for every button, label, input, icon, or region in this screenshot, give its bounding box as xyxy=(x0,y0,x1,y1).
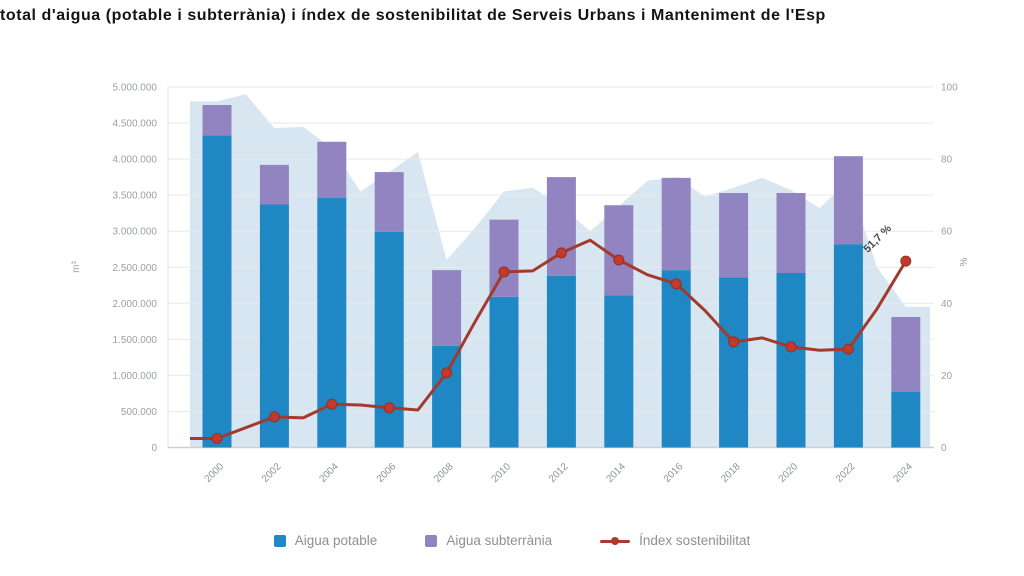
chart-title: total d'aigua (potable i subterrània) i … xyxy=(0,7,826,24)
bar-aigua-subterrania-2022[interactable] xyxy=(833,156,863,245)
bar-aigua-subterrania-2000[interactable] xyxy=(202,105,232,136)
right-axis-unit-label: % xyxy=(959,257,970,266)
bar-aigua-potable-2012[interactable] xyxy=(546,275,576,448)
bar-aigua-subterrania-2018[interactable] xyxy=(719,192,749,278)
svg-text:2016: 2016 xyxy=(662,461,686,485)
bar-aigua-potable-2014[interactable] xyxy=(604,295,634,448)
bar-aigua-potable-2010[interactable] xyxy=(489,296,519,448)
legend-item-aigua-potable[interactable]: Aigua potable xyxy=(273,533,378,548)
line-marker-swatch-icon xyxy=(600,535,631,547)
index-marker-2022[interactable] xyxy=(842,343,854,355)
bar-aigua-potable-2002[interactable] xyxy=(259,204,289,448)
svg-text:2014: 2014 xyxy=(604,461,628,485)
bar-aigua-potable-2020[interactable] xyxy=(776,273,806,448)
left-axis-unit-label: m³ xyxy=(71,261,82,273)
index-marker-2002[interactable] xyxy=(268,411,280,423)
svg-text:2002: 2002 xyxy=(260,461,284,485)
svg-text:2000: 2000 xyxy=(203,461,227,485)
index-marker-2020[interactable] xyxy=(785,341,797,353)
legend-label-potable: Aigua potable xyxy=(294,533,378,548)
left-axis-labels: 5.000.000 4.500.000 4.000.000 3.500.000 3.00… xyxy=(113,83,158,455)
svg-text:20: 20 xyxy=(941,371,953,382)
legend-item-index-sostenibilitat[interactable]: Índex sostenibilitat xyxy=(600,533,750,548)
subterrania-swatch-icon xyxy=(425,534,438,547)
svg-text:2004: 2004 xyxy=(317,461,341,485)
svg-text:2022: 2022 xyxy=(834,461,858,485)
svg-text:3.500.000: 3.500.000 xyxy=(113,191,158,202)
svg-text:4.000.000: 4.000.000 xyxy=(113,155,158,166)
svg-text:2018: 2018 xyxy=(719,461,743,485)
svg-text:1.500.000: 1.500.000 xyxy=(113,335,158,346)
svg-text:2024: 2024 xyxy=(891,461,915,485)
svg-text:500.000: 500.000 xyxy=(121,407,158,418)
bar-aigua-subterrania-2024[interactable] xyxy=(891,316,921,392)
index-marker-2014[interactable] xyxy=(613,254,625,266)
svg-text:2.000.000: 2.000.000 xyxy=(113,299,158,310)
bar-aigua-potable-2018[interactable] xyxy=(719,277,749,448)
bar-aigua-subterrania-2016[interactable] xyxy=(661,177,691,271)
index-marker-2012[interactable] xyxy=(555,247,567,259)
bar-aigua-subterrania-2006[interactable] xyxy=(374,172,404,232)
svg-text:2020: 2020 xyxy=(777,461,801,485)
right-axis-labels: 100 80 60 40 20 0 xyxy=(941,83,958,455)
index-marker-2006[interactable] xyxy=(383,402,395,414)
svg-text:2006: 2006 xyxy=(375,461,399,485)
index-marker-2000[interactable] xyxy=(211,432,223,444)
svg-text:100: 100 xyxy=(941,83,958,94)
bar-aigua-potable-2008[interactable] xyxy=(432,345,462,448)
index-marker-2016[interactable] xyxy=(670,278,682,290)
bar-aigua-potable-2024[interactable] xyxy=(891,391,921,448)
line-markers-group xyxy=(211,247,912,444)
svg-text:40: 40 xyxy=(941,299,953,310)
bar-aigua-subterrania-2012[interactable] xyxy=(546,177,576,276)
potable-swatch-icon xyxy=(273,534,286,547)
index-marker-2018[interactable] xyxy=(728,336,740,348)
index-marker-2010[interactable] xyxy=(498,266,510,278)
svg-text:0: 0 xyxy=(151,443,157,454)
bar-aigua-subterrania-2014[interactable] xyxy=(604,205,634,296)
svg-text:0: 0 xyxy=(941,443,947,454)
svg-text:60: 60 xyxy=(941,227,953,238)
svg-text:2008: 2008 xyxy=(432,461,456,485)
index-marker-2008[interactable] xyxy=(441,367,453,379)
svg-text:2010: 2010 xyxy=(490,461,514,485)
legend-item-aigua-subterrania[interactable]: Aigua subterrània xyxy=(425,533,552,548)
x-axis-labels: 2000 2002 2004 2006 2008 2010 2012 2014 2016 2018… xyxy=(203,461,916,485)
bar-aigua-subterrania-2002[interactable] xyxy=(259,164,289,205)
svg-text:4.500.000: 4.500.000 xyxy=(113,119,158,130)
svg-text:3.000.000: 3.000.000 xyxy=(113,227,158,238)
bar-aigua-potable-2006[interactable] xyxy=(374,231,404,448)
legend-label-subterrania: Aigua subterrània xyxy=(446,533,553,548)
legend-label-index: Índex sostenibilitat xyxy=(639,533,751,548)
index-marker-2024[interactable] xyxy=(900,255,912,267)
svg-text:2.500.000: 2.500.000 xyxy=(113,263,158,274)
bar-aigua-subterrania-2008[interactable] xyxy=(432,270,462,346)
chart-legend: Aigua potable Aigua subterrània Índex so… xyxy=(0,533,1024,548)
bar-aigua-subterrania-2010[interactable] xyxy=(489,219,519,297)
svg-text:2012: 2012 xyxy=(547,461,571,485)
bar-aigua-subterrania-2004[interactable] xyxy=(317,141,347,199)
bar-aigua-potable-2016[interactable] xyxy=(661,270,691,448)
svg-text:80: 80 xyxy=(941,155,953,166)
bar-aigua-potable-2000[interactable] xyxy=(202,135,232,448)
svg-text:5.000.000: 5.000.000 xyxy=(113,83,158,94)
index-marker-2004[interactable] xyxy=(326,398,338,410)
svg-text:1.000.000: 1.000.000 xyxy=(113,371,158,382)
bar-aigua-subterrania-2020[interactable] xyxy=(776,192,806,274)
